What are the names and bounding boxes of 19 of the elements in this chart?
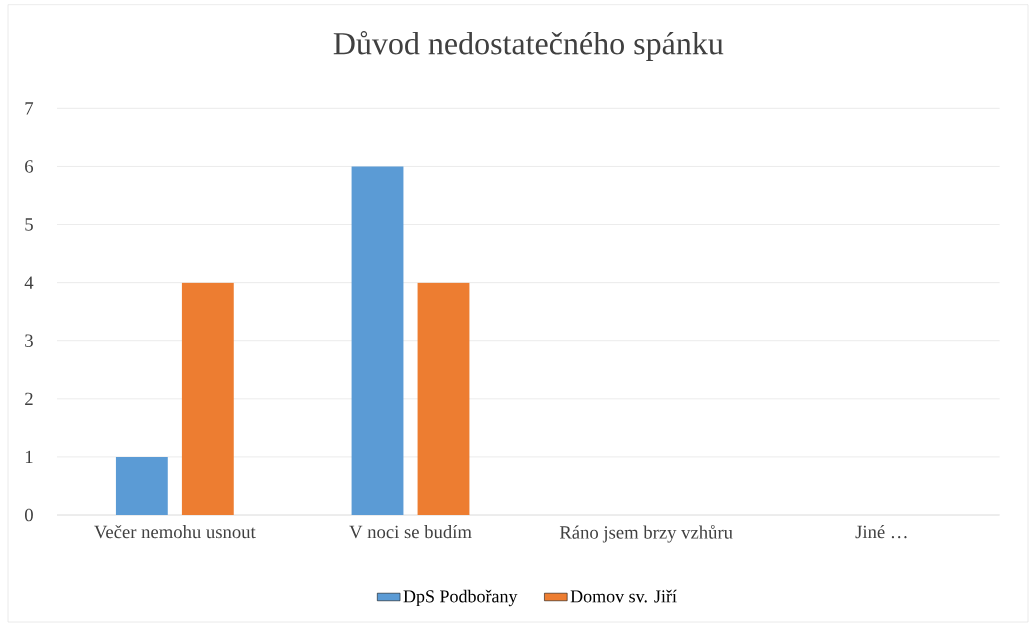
x-tick-label: Jiné … (855, 525, 907, 539)
x-tick-label: Večer nemohu usnout (94, 525, 256, 539)
bar (115, 456, 168, 515)
y-tick-label: 6 (25, 160, 34, 173)
chart-title: Důvod nedostatečného spánku (333, 30, 724, 61)
bar (181, 282, 234, 515)
x-tick-label: V noci se budím (349, 525, 472, 539)
y-tick-label: 3 (25, 334, 33, 347)
y-tick-label: 0 (25, 508, 33, 522)
y-tick-label: 2 (25, 392, 33, 405)
legend-label: DpS Podbořany (403, 589, 518, 607)
bar (351, 166, 404, 515)
y-tick-label: 7 (25, 102, 34, 115)
legend-label: Domov sv. Jiří (570, 589, 677, 603)
x-tick-label: Ráno jsem brzy vzhůru (559, 525, 733, 543)
bar (417, 282, 470, 515)
y-tick-label: 1 (25, 450, 33, 464)
y-tick-label: 5 (25, 218, 33, 231)
y-tick-label: 4 (24, 276, 34, 289)
